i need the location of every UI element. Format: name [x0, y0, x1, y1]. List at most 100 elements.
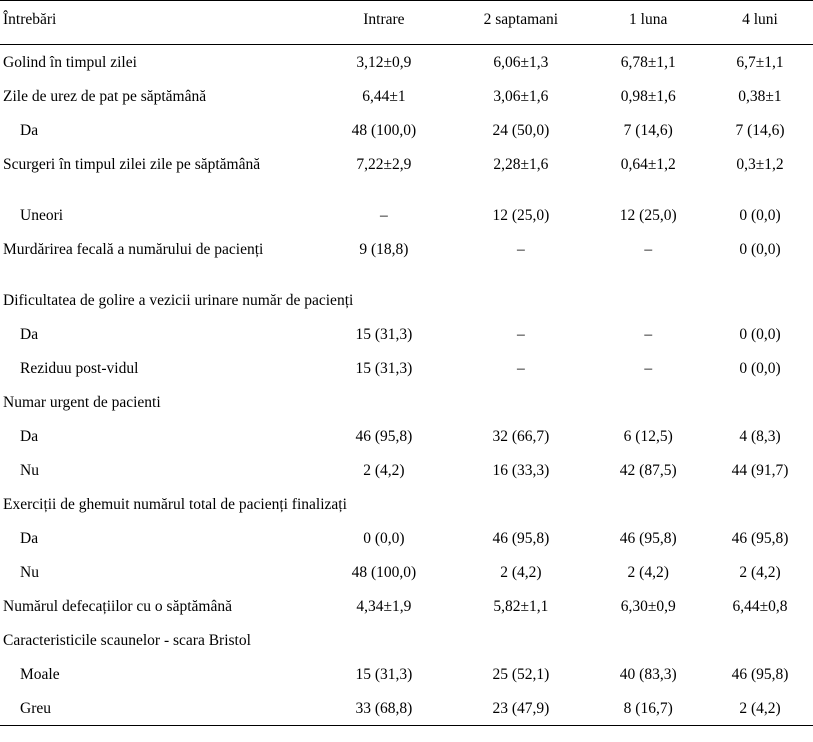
table-row: Numărul defecațiilor cu o săptămână 4,34…: [0, 589, 813, 623]
cell-2-weeks: 12 (25,0): [492, 207, 550, 224]
row-label: Dificultatea de golire a vezicii urinare…: [3, 292, 354, 309]
cell-4-months: 0,38±1: [738, 88, 782, 105]
cell-4-months: 0 (0,0): [739, 360, 781, 377]
cell-4-months: 6,7±1,1: [736, 54, 784, 71]
cell-intake: 9 (18,8): [359, 241, 409, 258]
header-row: Întrebări Intrare 2 saptamani 1 luna 4 l…: [0, 0, 813, 45]
cell-1-month: 42 (87,5): [619, 462, 677, 479]
cell-4-months: 46 (95,8): [731, 666, 789, 683]
cell-1-month: 6,30±0,9: [620, 598, 676, 615]
row-label: Numar urgent de pacienti: [3, 394, 161, 411]
row-label: Moale: [20, 666, 60, 683]
cell-1-month: 2 (4,2): [627, 564, 669, 581]
cell-2-weeks: 32 (66,7): [492, 428, 550, 445]
header-questions: Întrebări: [3, 11, 57, 28]
row-label: Zile de urez de pat pe săptămână: [3, 88, 207, 105]
row-label: Numărul defecațiilor cu o săptămână: [3, 598, 232, 615]
header-2-weeks: 2 saptamani: [483, 11, 559, 28]
cell-intake: 15 (31,3): [355, 360, 413, 377]
table-row: Moale 15 (31,3) 25 (52,1) 40 (83,3) 46 (…: [0, 657, 813, 691]
cell-2-weeks: 2,28±1,6: [493, 156, 549, 173]
cell-intake: 48 (100,0): [351, 564, 417, 581]
row-label: Reziduu post-vidul: [20, 360, 139, 377]
table-row: Murdărirea fecală a numărului de pacienț…: [0, 232, 813, 283]
table-row: Golind în timpul zilei 3,12±0,9 6,06±1,3…: [0, 45, 813, 80]
cell-2-weeks: 24 (50,0): [492, 122, 550, 139]
cell-4-months: 2 (4,2): [739, 564, 781, 581]
cell-1-month: 6,78±1,1: [620, 54, 676, 71]
header-intake: Intrare: [363, 11, 405, 28]
row-label: Scurgeri în timpul zilei zile pe săptămâ…: [3, 156, 261, 173]
cell-4-months: 0 (0,0): [739, 241, 781, 258]
cell-4-months: 4 (8,3): [739, 428, 781, 445]
cell-intake: 46 (95,8): [355, 428, 413, 445]
row-label: Da: [20, 326, 39, 343]
table-row: Greu 33 (68,8) 23 (47,9) 8 (16,7) 2 (4,2…: [0, 691, 813, 726]
table-row: Caracteristicile scaunelor - scara Brist…: [0, 623, 813, 657]
cell-intake: 3,12±0,9: [356, 54, 412, 71]
row-label: Nu: [20, 462, 39, 479]
cell-intake: 6,44±1: [362, 88, 406, 105]
cell-intake: 7,22±2,9: [356, 156, 412, 173]
cell-1-month: –: [644, 360, 653, 377]
cell-intake: 33 (68,8): [355, 700, 413, 717]
cell-1-month: 46 (95,8): [619, 530, 677, 547]
table-row: Scurgeri în timpul zilei zile pe săptămâ…: [0, 147, 813, 198]
table-row: Da 46 (95,8) 32 (66,7) 6 (12,5) 4 (8,3): [0, 419, 813, 453]
cell-4-months: 6,44±0,8: [732, 598, 788, 615]
cell-1-month: 7 (14,6): [623, 122, 673, 139]
cell-2-weeks: 25 (52,1): [492, 666, 550, 683]
cell-intake: 48 (100,0): [351, 122, 417, 139]
cell-1-month: –: [644, 241, 653, 258]
cell-1-month: 0,98±1,6: [620, 88, 676, 105]
row-label: Da: [20, 428, 39, 445]
cell-2-weeks: –: [517, 326, 525, 343]
cell-4-months: 2 (4,2): [739, 700, 781, 717]
table-row: Da 15 (31,3) – – 0 (0,0): [0, 317, 813, 351]
cell-2-weeks: 3,06±1,6: [493, 88, 549, 105]
cell-4-months: 0,3±1,2: [736, 156, 784, 173]
cell-2-weeks: 6,06±1,3: [493, 54, 549, 71]
cell-intake: 15 (31,3): [355, 326, 413, 343]
cell-4-months: 46 (95,8): [731, 530, 789, 547]
cell-1-month: –: [644, 326, 653, 343]
cell-2-weeks: 2 (4,2): [500, 564, 542, 581]
table-row: Nu 2 (4,2) 16 (33,3) 42 (87,5) 44 (91,7): [0, 453, 813, 487]
row-label: Da: [20, 122, 39, 139]
cell-intake: 15 (31,3): [355, 666, 413, 683]
table-row: Zile de urez de pat pe săptămână 6,44±1 …: [0, 79, 813, 113]
row-label: Nu: [20, 564, 39, 581]
table-row: Numar urgent de pacienti: [0, 385, 813, 419]
row-label: Caracteristicile scaunelor - scara Brist…: [3, 632, 251, 649]
row-label: Exerciții de ghemuit numărul total de pa…: [3, 496, 347, 513]
results-table: Întrebări Intrare 2 saptamani 1 luna 4 l…: [0, 0, 813, 726]
table-row: Da 0 (0,0) 46 (95,8) 46 (95,8) 46 (95,8): [0, 521, 813, 555]
cell-4-months: 44 (91,7): [731, 462, 789, 479]
header-1-month: 1 luna: [629, 11, 668, 28]
cell-1-month: 12 (25,0): [619, 207, 677, 224]
table-row: Da 48 (100,0) 24 (50,0) 7 (14,6) 7 (14,6…: [0, 113, 813, 147]
cell-2-weeks: 23 (47,9): [492, 700, 550, 717]
cell-1-month: 8 (16,7): [623, 700, 673, 717]
cell-4-months: 0 (0,0): [739, 207, 781, 224]
cell-2-weeks: 16 (33,3): [492, 462, 550, 479]
row-label: Da: [20, 530, 39, 547]
table-body: Golind în timpul zilei 3,12±0,9 6,06±1,3…: [0, 45, 813, 726]
cell-1-month: 0,64±1,2: [620, 156, 676, 173]
table-row: Reziduu post-vidul 15 (31,3) – – 0 (0,0): [0, 351, 813, 385]
table-row: Dificultatea de golire a vezicii urinare…: [0, 283, 813, 317]
cell-intake: 2 (4,2): [363, 462, 405, 479]
cell-2-weeks: –: [517, 360, 525, 377]
row-label: Greu: [20, 700, 51, 717]
cell-4-months: 7 (14,6): [735, 122, 785, 139]
row-label: Murdărirea fecală a numărului de pacienț…: [3, 241, 264, 258]
table-row: Nu 48 (100,0) 2 (4,2) 2 (4,2) 2 (4,2): [0, 555, 813, 589]
cell-1-month: 40 (83,3): [619, 666, 677, 683]
cell-intake: –: [380, 207, 388, 224]
cell-1-month: 6 (12,5): [623, 428, 673, 445]
table-row: Uneori – 12 (25,0) 12 (25,0) 0 (0,0): [0, 198, 813, 232]
header-4-months: 4 luni: [742, 11, 778, 28]
cell-2-weeks: 5,82±1,1: [493, 598, 549, 615]
cell-2-weeks: –: [517, 241, 525, 258]
cell-2-weeks: 46 (95,8): [492, 530, 550, 547]
